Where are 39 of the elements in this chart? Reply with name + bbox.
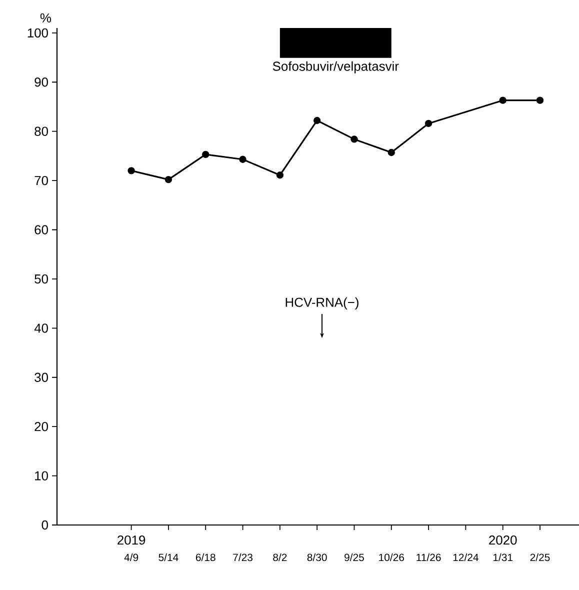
point (164, 176, 172, 184)
x-tick-label: 11/26 (416, 553, 441, 562)
point (350, 136, 358, 143)
x-tick-label: 7/23 (233, 553, 252, 562)
y-tick-label: 80 (34, 126, 48, 136)
x-tick-label: 4/9 (124, 553, 138, 562)
x-tick-label: 12/24 (453, 553, 478, 562)
y-tick-label: 60 (34, 225, 48, 234)
point (239, 156, 246, 163)
point (424, 120, 432, 128)
y-tick-label: 0 (42, 520, 48, 530)
x-tick-label: 1/31 (493, 553, 512, 562)
x-tick-label: 5/14 (158, 553, 178, 562)
x-tick-label: 9/25 (344, 553, 364, 562)
x-tick-label: 6/18 (196, 553, 216, 562)
x-tick-label: 8/2 (273, 553, 287, 562)
point (202, 150, 210, 158)
y-tick-label: 90 (34, 78, 48, 87)
y-tick-label: 10 (35, 471, 48, 480)
x-tick-label: 8/30 (307, 553, 327, 562)
y-tick-label: 70 (34, 176, 48, 186)
y-tick-label: 50 (34, 274, 48, 284)
point (276, 172, 284, 179)
x-tick-label: 10/26 (379, 553, 404, 562)
y-tick-label: 20 (34, 422, 48, 432)
point (499, 96, 506, 104)
y-tick-label: 100 (28, 28, 48, 38)
point (313, 116, 321, 124)
annotation: 2020 (489, 535, 517, 545)
point (388, 148, 395, 156)
x-tick-label: 2/25 (530, 553, 550, 562)
y-axis-title: % (40, 13, 52, 22)
point (536, 96, 544, 104)
annotation: HCV-RNA(−) (286, 297, 358, 310)
annotation: 2019 (118, 535, 146, 545)
y-tick-label: 30 (34, 372, 48, 382)
point (128, 167, 135, 174)
band-label: Sofosbuvir/velpatasvir (272, 61, 399, 74)
y-tick-label: 40 (34, 324, 48, 333)
